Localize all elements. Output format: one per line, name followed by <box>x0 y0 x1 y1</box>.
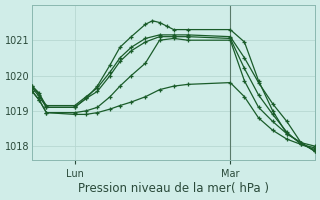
X-axis label: Pression niveau de la mer( hPa ): Pression niveau de la mer( hPa ) <box>78 182 269 195</box>
